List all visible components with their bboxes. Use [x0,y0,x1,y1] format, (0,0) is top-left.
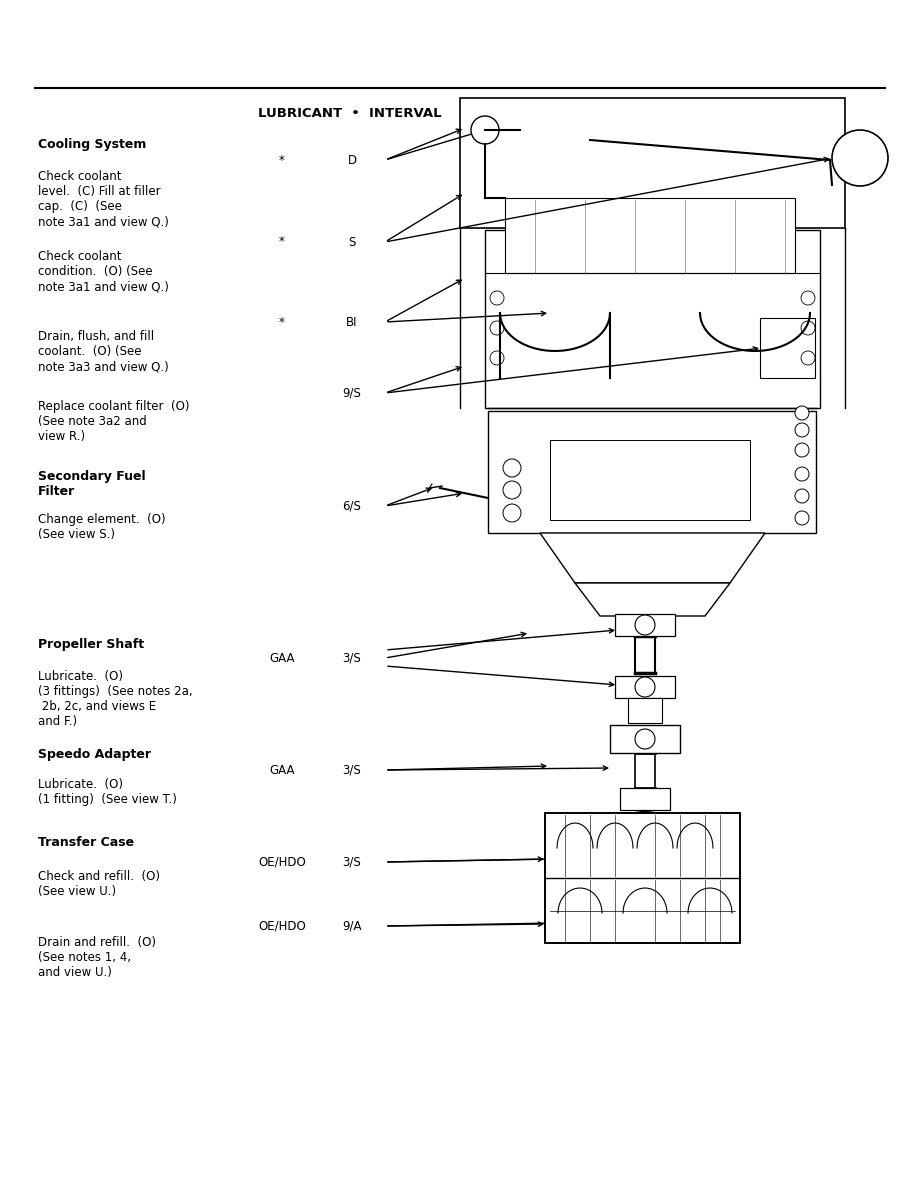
Circle shape [635,677,655,697]
Text: *: * [279,235,285,248]
Text: D: D [347,153,356,166]
Bar [620,788,670,810]
Text: Lubricate.  (O)
(1 fitting)  (See view T.): Lubricate. (O) (1 fitting) (See view T.) [38,778,177,805]
Circle shape [471,116,499,144]
Circle shape [801,350,815,365]
Text: Change element.  (O)
(See view S.): Change element. (O) (See view S.) [38,513,165,541]
Text: 9/A: 9/A [342,920,362,933]
Text: Check coolant
level.  (C) Fill at filler
cap.  (C)  (See
note 3a1 and view Q.): Check coolant level. (C) Fill at filler … [38,170,169,228]
Text: OE/HDO: OE/HDO [258,855,306,868]
Text: *: * [279,316,285,329]
Circle shape [503,459,521,478]
Text: S: S [348,235,355,248]
Bar [628,699,662,723]
Text: Transfer Case: Transfer Case [38,836,134,849]
Bar [460,97,845,228]
Circle shape [635,615,655,636]
Bar [615,614,675,636]
Text: *: * [279,153,285,166]
Text: Check and refill.  (O)
(See view U.): Check and refill. (O) (See view U.) [38,870,160,898]
Text: Secondary Fuel
Filter: Secondary Fuel Filter [38,470,146,498]
Bar [488,411,816,533]
Circle shape [503,504,521,522]
Circle shape [795,489,809,503]
Text: LUBRICANT  •  INTERVAL: LUBRICANT • INTERVAL [258,107,442,120]
Circle shape [795,443,809,457]
Bar [615,676,675,699]
Circle shape [490,350,504,365]
Text: Speedo Adapter: Speedo Adapter [38,748,151,762]
Text: 3/S: 3/S [342,651,362,664]
Text: 3/S: 3/S [342,764,362,777]
Text: 3/S: 3/S [342,855,362,868]
Circle shape [795,511,809,525]
Circle shape [503,481,521,499]
Text: Cooling System: Cooling System [38,138,146,151]
Text: Check coolant
condition.  (O) (See
note 3a1 and view Q.): Check coolant condition. (O) (See note 3… [38,249,169,293]
Circle shape [832,129,888,187]
Circle shape [490,291,504,305]
Circle shape [801,291,815,305]
Text: Replace coolant filter  (O)
(See note 3a2 and
view R.): Replace coolant filter (O) (See note 3a2… [38,400,189,443]
Bar [760,318,815,378]
Text: BI: BI [346,316,358,329]
Polygon shape [575,583,730,617]
Text: GAA: GAA [269,764,295,777]
Text: 9/S: 9/S [342,386,362,399]
Circle shape [795,406,809,421]
Circle shape [795,467,809,481]
Bar [505,198,795,273]
Text: Lubricate.  (O)
(3 fittings)  (See notes 2a,
 2b, 2c, and views E
and F.): Lubricate. (O) (3 fittings) (See notes 2… [38,670,193,728]
Circle shape [795,423,809,437]
Polygon shape [540,533,765,583]
Circle shape [801,321,815,335]
Bar [545,813,740,943]
Bar [610,725,680,753]
Bar [485,230,820,407]
Text: Propeller Shaft: Propeller Shaft [38,638,144,651]
Bar [550,440,750,520]
Text: Drain, flush, and fill
coolant.  (O) (See
note 3a3 and view Q.): Drain, flush, and fill coolant. (O) (See… [38,330,169,373]
Circle shape [490,321,504,335]
Text: GAA: GAA [269,651,295,664]
Text: Drain and refill.  (O)
(See notes 1, 4,
and view U.): Drain and refill. (O) (See notes 1, 4, a… [38,936,156,979]
Circle shape [635,729,655,748]
Text: OE/HDO: OE/HDO [258,920,306,933]
Text: 6/S: 6/S [342,499,362,512]
